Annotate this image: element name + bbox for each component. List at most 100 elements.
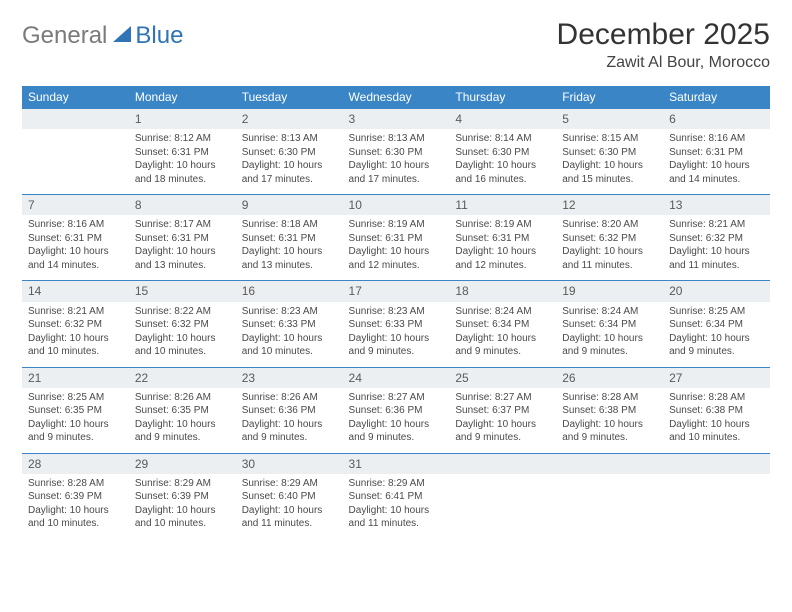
calendar-cell: 29Sunrise: 8:29 AMSunset: 6:39 PMDayligh… [129, 453, 236, 539]
sunset-line: Sunset: 6:34 PM [669, 318, 764, 332]
daylight-line: Daylight: 10 hours and 9 minutes. [349, 418, 444, 445]
day-body [449, 474, 556, 534]
weekday-header: Saturday [663, 86, 770, 109]
sunrise-line: Sunrise: 8:29 AM [242, 477, 337, 491]
weekday-header: Tuesday [236, 86, 343, 109]
calendar-cell: 8Sunrise: 8:17 AMSunset: 6:31 PMDaylight… [129, 195, 236, 281]
sunrise-line: Sunrise: 8:27 AM [349, 391, 444, 405]
sunrise-line: Sunrise: 8:15 AM [562, 132, 657, 146]
day-number: 25 [449, 368, 556, 388]
sunset-line: Sunset: 6:35 PM [135, 404, 230, 418]
sunset-line: Sunset: 6:38 PM [669, 404, 764, 418]
daylight-line: Daylight: 10 hours and 12 minutes. [349, 245, 444, 272]
sunrise-line: Sunrise: 8:29 AM [135, 477, 230, 491]
day-body: Sunrise: 8:22 AMSunset: 6:32 PMDaylight:… [129, 302, 236, 367]
calendar-cell: 21Sunrise: 8:25 AMSunset: 6:35 PMDayligh… [22, 367, 129, 453]
sunset-line: Sunset: 6:36 PM [242, 404, 337, 418]
day-number: 4 [449, 109, 556, 129]
day-body: Sunrise: 8:28 AMSunset: 6:39 PMDaylight:… [22, 474, 129, 539]
day-number: 11 [449, 195, 556, 215]
weekday-header-row: SundayMondayTuesdayWednesdayThursdayFrid… [22, 86, 770, 109]
calendar-cell: 25Sunrise: 8:27 AMSunset: 6:37 PMDayligh… [449, 367, 556, 453]
daylight-line: Daylight: 10 hours and 13 minutes. [242, 245, 337, 272]
calendar-cell: 4Sunrise: 8:14 AMSunset: 6:30 PMDaylight… [449, 109, 556, 195]
logo: General Blue [22, 22, 183, 50]
calendar-cell: 19Sunrise: 8:24 AMSunset: 6:34 PMDayligh… [556, 281, 663, 367]
day-body: Sunrise: 8:24 AMSunset: 6:34 PMDaylight:… [556, 302, 663, 367]
sunset-line: Sunset: 6:35 PM [28, 404, 123, 418]
daylight-line: Daylight: 10 hours and 17 minutes. [242, 159, 337, 186]
day-number: 31 [343, 454, 450, 474]
sunrise-line: Sunrise: 8:26 AM [135, 391, 230, 405]
sunrise-line: Sunrise: 8:16 AM [28, 218, 123, 232]
day-body: Sunrise: 8:20 AMSunset: 6:32 PMDaylight:… [556, 215, 663, 280]
sunset-line: Sunset: 6:31 PM [349, 232, 444, 246]
calendar-table: SundayMondayTuesdayWednesdayThursdayFrid… [22, 86, 770, 539]
daylight-line: Daylight: 10 hours and 15 minutes. [562, 159, 657, 186]
daylight-line: Daylight: 10 hours and 10 minutes. [242, 332, 337, 359]
day-body [22, 129, 129, 189]
sunset-line: Sunset: 6:31 PM [135, 232, 230, 246]
day-body: Sunrise: 8:13 AMSunset: 6:30 PMDaylight:… [343, 129, 450, 194]
day-number: 23 [236, 368, 343, 388]
sunset-line: Sunset: 6:33 PM [349, 318, 444, 332]
sunrise-line: Sunrise: 8:22 AM [135, 305, 230, 319]
sunrise-line: Sunrise: 8:27 AM [455, 391, 550, 405]
day-body: Sunrise: 8:26 AMSunset: 6:35 PMDaylight:… [129, 388, 236, 453]
day-body: Sunrise: 8:26 AMSunset: 6:36 PMDaylight:… [236, 388, 343, 453]
sunrise-line: Sunrise: 8:24 AM [562, 305, 657, 319]
day-number: 27 [663, 368, 770, 388]
sunrise-line: Sunrise: 8:19 AM [455, 218, 550, 232]
daylight-line: Daylight: 10 hours and 18 minutes. [135, 159, 230, 186]
calendar-cell: 18Sunrise: 8:24 AMSunset: 6:34 PMDayligh… [449, 281, 556, 367]
weekday-header: Thursday [449, 86, 556, 109]
day-body: Sunrise: 8:21 AMSunset: 6:32 PMDaylight:… [663, 215, 770, 280]
day-number: 24 [343, 368, 450, 388]
daylight-line: Daylight: 10 hours and 9 minutes. [455, 418, 550, 445]
daylight-line: Daylight: 10 hours and 14 minutes. [28, 245, 123, 272]
day-number: 2 [236, 109, 343, 129]
sunrise-line: Sunrise: 8:12 AM [135, 132, 230, 146]
day-number: 19 [556, 281, 663, 301]
sunset-line: Sunset: 6:32 PM [135, 318, 230, 332]
sunrise-line: Sunrise: 8:17 AM [135, 218, 230, 232]
sunset-line: Sunset: 6:30 PM [349, 146, 444, 160]
sunrise-line: Sunrise: 8:18 AM [242, 218, 337, 232]
calendar-cell: 2Sunrise: 8:13 AMSunset: 6:30 PMDaylight… [236, 109, 343, 195]
calendar-cell: 24Sunrise: 8:27 AMSunset: 6:36 PMDayligh… [343, 367, 450, 453]
sunrise-line: Sunrise: 8:29 AM [349, 477, 444, 491]
sunrise-line: Sunrise: 8:23 AM [349, 305, 444, 319]
day-body: Sunrise: 8:24 AMSunset: 6:34 PMDaylight:… [449, 302, 556, 367]
sunset-line: Sunset: 6:34 PM [455, 318, 550, 332]
calendar-cell [556, 453, 663, 539]
day-number: 30 [236, 454, 343, 474]
daylight-line: Daylight: 10 hours and 14 minutes. [669, 159, 764, 186]
day-body: Sunrise: 8:23 AMSunset: 6:33 PMDaylight:… [343, 302, 450, 367]
day-body [556, 474, 663, 534]
daylight-line: Daylight: 10 hours and 17 minutes. [349, 159, 444, 186]
sunset-line: Sunset: 6:32 PM [669, 232, 764, 246]
calendar-cell: 31Sunrise: 8:29 AMSunset: 6:41 PMDayligh… [343, 453, 450, 539]
sunrise-line: Sunrise: 8:28 AM [28, 477, 123, 491]
calendar-cell: 27Sunrise: 8:28 AMSunset: 6:38 PMDayligh… [663, 367, 770, 453]
daylight-line: Daylight: 10 hours and 9 minutes. [562, 418, 657, 445]
calendar-cell [663, 453, 770, 539]
daylight-line: Daylight: 10 hours and 9 minutes. [455, 332, 550, 359]
sunrise-line: Sunrise: 8:13 AM [242, 132, 337, 146]
calendar-cell: 22Sunrise: 8:26 AMSunset: 6:35 PMDayligh… [129, 367, 236, 453]
logo-text-blue: Blue [135, 22, 183, 50]
calendar-cell: 13Sunrise: 8:21 AMSunset: 6:32 PMDayligh… [663, 195, 770, 281]
day-body: Sunrise: 8:19 AMSunset: 6:31 PMDaylight:… [449, 215, 556, 280]
day-body: Sunrise: 8:17 AMSunset: 6:31 PMDaylight:… [129, 215, 236, 280]
calendar-body: 1Sunrise: 8:12 AMSunset: 6:31 PMDaylight… [22, 109, 770, 539]
daylight-line: Daylight: 10 hours and 9 minutes. [562, 332, 657, 359]
sunrise-line: Sunrise: 8:21 AM [28, 305, 123, 319]
day-body: Sunrise: 8:19 AMSunset: 6:31 PMDaylight:… [343, 215, 450, 280]
calendar-cell: 11Sunrise: 8:19 AMSunset: 6:31 PMDayligh… [449, 195, 556, 281]
day-body [663, 474, 770, 534]
day-number: 10 [343, 195, 450, 215]
location: Zawit Al Bour, Morocco [557, 54, 770, 72]
calendar-cell [449, 453, 556, 539]
weekday-header: Monday [129, 86, 236, 109]
calendar-cell: 17Sunrise: 8:23 AMSunset: 6:33 PMDayligh… [343, 281, 450, 367]
